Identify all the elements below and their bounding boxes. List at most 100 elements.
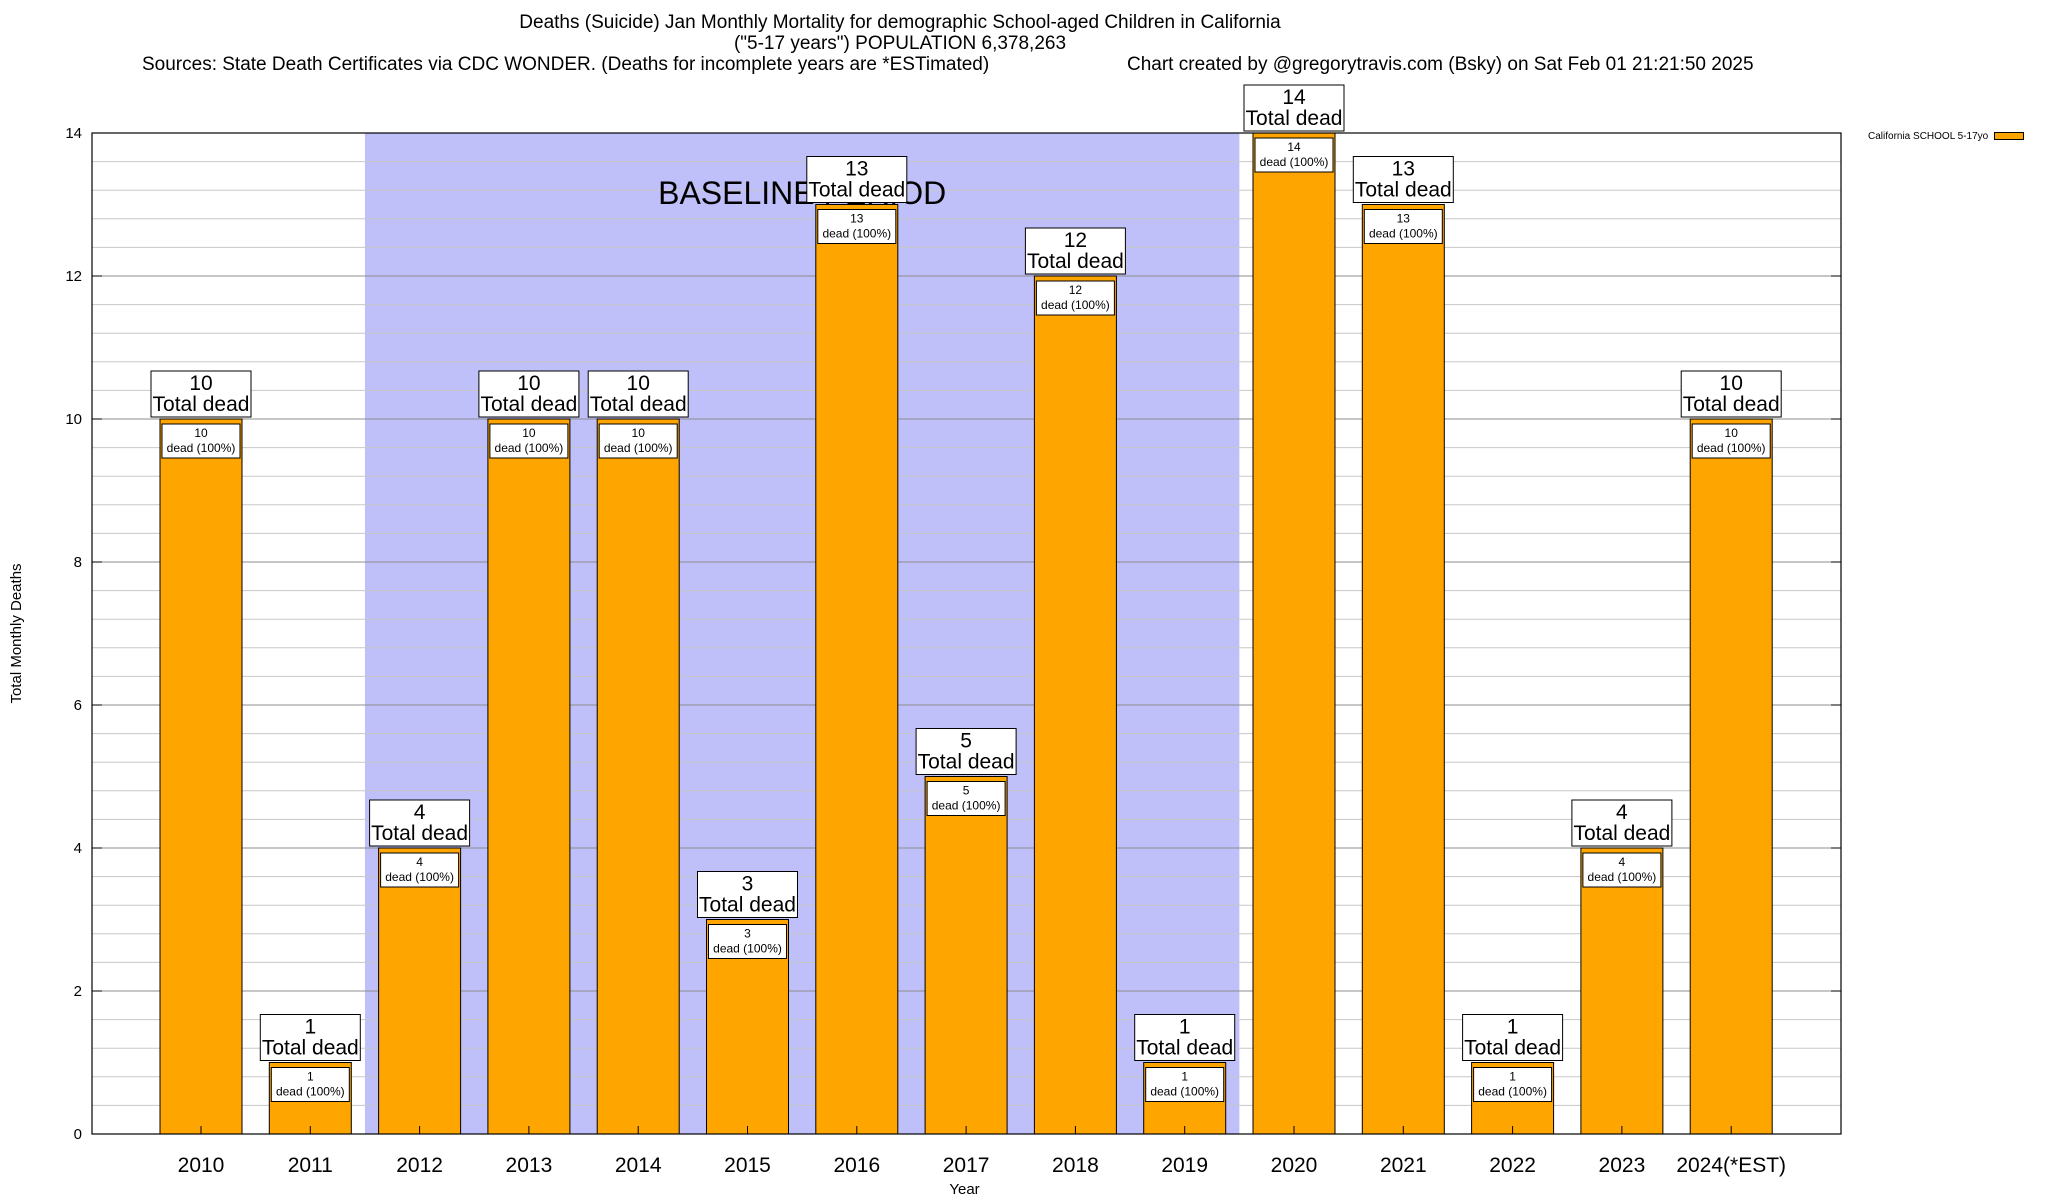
bar-top-label-value: 13 <box>1392 158 1415 181</box>
bar-inner-label-text: dead (100%) <box>1588 870 1657 884</box>
chart-credit: Chart created by @gregorytravis.com (Bsk… <box>1127 54 1754 75</box>
x-tick-label: 2023 <box>1599 1154 1646 1177</box>
bar-inner-label-box <box>270 1067 350 1102</box>
bar-top-label-box <box>369 799 471 847</box>
bar <box>1361 204 1445 1135</box>
bar-top-label-text: Total dead <box>371 822 468 845</box>
bar-inner-label-text: dead (100%) <box>495 441 564 455</box>
x-tick-label: 2013 <box>506 1154 553 1177</box>
bar-top-label-text: Total dead <box>808 179 905 202</box>
x-tick-label: 2012 <box>396 1154 443 1177</box>
y-tick-label: 14 <box>65 125 82 142</box>
bar-top-label-box <box>1462 1014 1564 1061</box>
legend-swatch <box>1994 132 2025 141</box>
bar-inner-label-box <box>380 852 460 888</box>
bar-inner-label-box <box>1035 280 1115 316</box>
bar-top-label-box <box>587 370 689 418</box>
bar-inner-label-value: 3 <box>744 927 751 941</box>
x-tick-label: 2020 <box>1271 1154 1318 1177</box>
bar-inner-label-box <box>926 781 1006 816</box>
x-tick-label: 2019 <box>1161 1154 1208 1177</box>
bar-top-label-box <box>1571 799 1673 847</box>
legend-label: California SCHOOL 5-17yo <box>1868 131 1989 142</box>
bar <box>487 418 571 1135</box>
bar-top-label-box <box>259 1014 361 1061</box>
bar-top-label-text: Total dead <box>918 751 1015 774</box>
bar-inner-label-box <box>708 924 787 959</box>
x-tick-label: 2024(*EST) <box>1676 1154 1786 1177</box>
y-tick-label: 6 <box>74 697 82 714</box>
bar-top-label-box <box>1352 156 1454 203</box>
bar-top-label-box <box>1680 370 1782 418</box>
bar <box>924 776 1008 1135</box>
bar-top-label-text: Total dead <box>1573 822 1670 845</box>
bar-inner-label-value: 10 <box>194 426 208 440</box>
bar <box>1252 132 1336 1135</box>
bar-inner-label-value: 4 <box>416 855 423 869</box>
bar-inner-label-text: dead (100%) <box>822 227 891 241</box>
bar-inner-label-value: 1 <box>307 1070 314 1084</box>
x-tick-label: 2011 <box>288 1154 333 1177</box>
bar-top-label-value: 1 <box>1507 1016 1519 1039</box>
bar-inner-label-text: dead (100%) <box>1260 155 1329 169</box>
bar-inner-label-text: dead (100%) <box>713 942 782 956</box>
bar-top-label-text: Total dead <box>1683 393 1780 416</box>
bar-top-label-text: Total dead <box>1027 250 1124 273</box>
x-tick-label: 2018 <box>1052 1154 1099 1177</box>
bar-top-label-box <box>1243 84 1345 132</box>
bar-inner-label-value: 1 <box>1181 1070 1188 1084</box>
chart-title: Deaths (Suicide) Jan Monthly Mortality f… <box>0 12 1800 54</box>
y-tick-label: 10 <box>65 411 82 428</box>
bar-top-label-value: 10 <box>517 372 540 395</box>
bar-inner-label-text: dead (100%) <box>276 1085 345 1099</box>
y-tick-label: 2 <box>74 983 82 1000</box>
bar-top-label-box <box>915 728 1017 775</box>
bar-inner-label-box <box>1145 1067 1225 1102</box>
bar-top-label-value: 12 <box>1064 229 1087 252</box>
bar-inner-label-value: 13 <box>850 212 864 226</box>
chart-title-line1: Deaths (Suicide) Jan Monthly Mortality f… <box>519 12 1281 33</box>
bar-top-label-value: 13 <box>845 158 868 181</box>
bar-top-label-text: Total dead <box>1464 1037 1561 1060</box>
bar-inner-label-value: 1 <box>1509 1070 1516 1084</box>
bar-top-label-text: Total dead <box>480 393 577 416</box>
bar-top-label-box <box>806 156 908 203</box>
y-tick-label: 12 <box>65 268 82 285</box>
x-tick-label: 2021 <box>1380 1154 1427 1177</box>
bar-inner-label-box <box>598 423 678 459</box>
bar-inner-label-text: dead (100%) <box>1697 441 1766 455</box>
y-tick-label: 0 <box>74 1126 82 1143</box>
plot-frame <box>91 132 1842 1135</box>
bar-top-label-text: Total dead <box>262 1037 359 1060</box>
bar <box>159 418 243 1135</box>
chart-title-line2: ("5-17 years") POPULATION 6,378,263 <box>733 33 1067 54</box>
bar <box>815 204 899 1135</box>
bar-inner-label-text: dead (100%) <box>167 441 236 455</box>
bar-inner-label-box <box>1363 209 1443 244</box>
bar-top-label-text: Total dead <box>1355 179 1452 202</box>
bar-inner-label-box <box>1691 423 1771 459</box>
x-tick-label: 2017 <box>943 1154 990 1177</box>
y-tick-label: 4 <box>74 840 82 857</box>
y-axis-label: Total Monthly Deaths <box>8 563 25 703</box>
bar-inner-label-value: 14 <box>1287 140 1301 154</box>
bar-inner-label-box <box>489 423 569 459</box>
bar-top-label-box <box>697 871 798 918</box>
legend: California SCHOOL 5-17yo <box>1868 131 2025 142</box>
bar <box>378 847 462 1135</box>
bar-top-label-text: Total dead <box>590 393 687 416</box>
bar-top-label-value: 10 <box>627 372 650 395</box>
bar-top-label-box <box>150 370 252 418</box>
bar-inner-label-value: 4 <box>1619 855 1626 869</box>
